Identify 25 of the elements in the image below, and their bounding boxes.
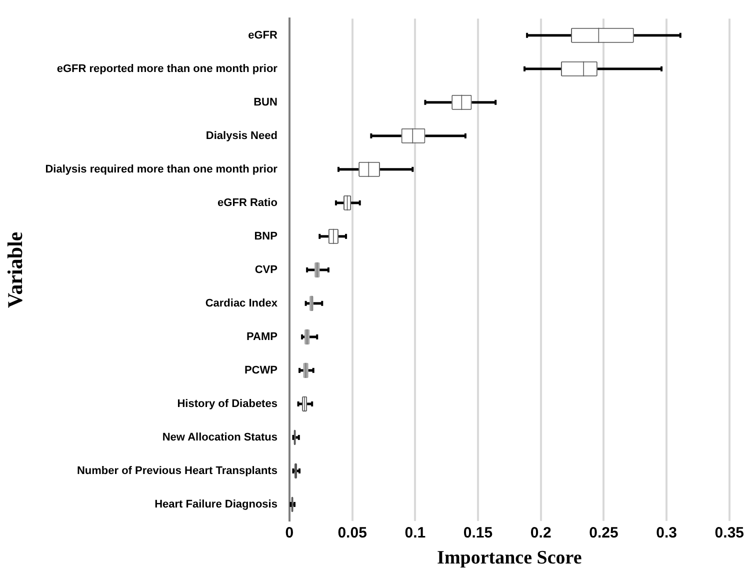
x-tick-label: 0.1 — [404, 524, 426, 542]
y-tick-label: BUN — [254, 96, 278, 108]
y-tick-label: Dialysis Need — [206, 130, 278, 142]
x-tick-label: 0 — [285, 524, 294, 542]
y-tick-label: Dialysis required more than one month prior — [45, 163, 278, 176]
y-tick-label: CVP — [254, 264, 278, 276]
y-tick-label: Heart Failure Diagnosis — [154, 498, 278, 510]
y-axis-title: Variable — [3, 232, 28, 308]
y-tick-label: PCWP — [244, 364, 278, 376]
y-tick-label: eGFR reported more than one month prior — [56, 62, 278, 75]
y-tick-label: History of Diabetes — [177, 398, 278, 410]
y-tick-label: PAMP — [246, 330, 278, 343]
y-tick-label: eGFR — [248, 29, 278, 42]
y-tick-label: Cardiac Index — [205, 297, 278, 310]
x-tick-label: 0.25 — [589, 524, 618, 542]
y-tick-label: BNP — [254, 230, 278, 242]
x-tick-label: 0.15 — [463, 524, 493, 542]
x-tick-label: 0.35 — [714, 524, 744, 542]
y-tick-label: New Allocation Status — [162, 431, 278, 444]
x-tick-label: 0.2 — [530, 524, 552, 542]
x-axis-title: Importance Score — [437, 548, 582, 569]
x-tick-label: 0.05 — [338, 524, 367, 542]
y-tick-label: Number of Previous Heart Transplants — [76, 464, 278, 477]
y-tick-label: eGFR Ratio — [218, 196, 278, 209]
x-tick-label: 0.3 — [656, 524, 677, 542]
